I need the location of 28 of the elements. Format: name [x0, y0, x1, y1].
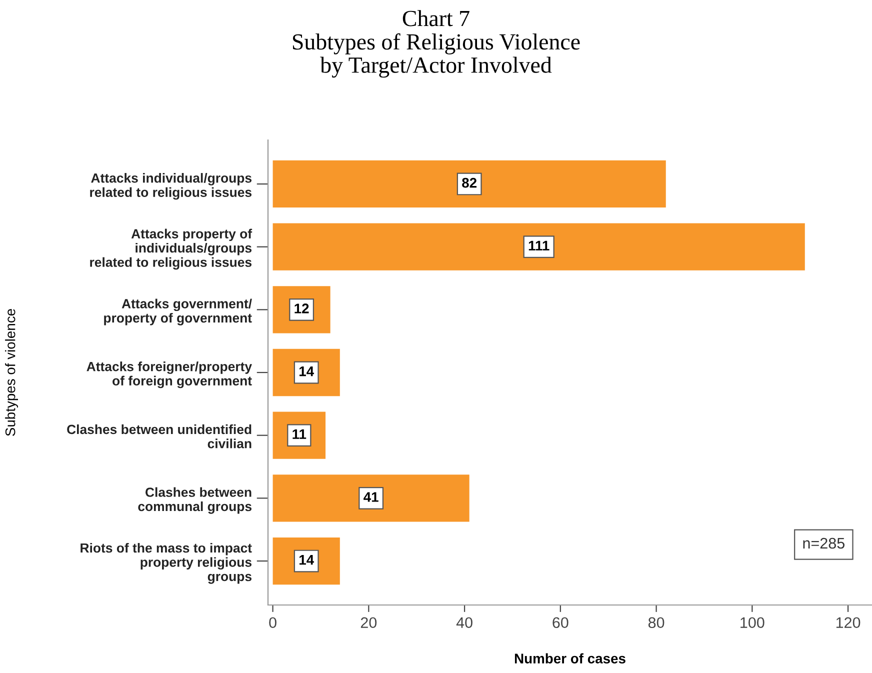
x-tick-label: 120: [836, 617, 860, 628]
x-tick-label: 20: [360, 617, 377, 628]
data-label: 12: [294, 304, 309, 314]
annotation: n=285: [803, 538, 844, 549]
x-tick-label: 80: [648, 617, 664, 628]
data-label: 41: [364, 492, 378, 502]
y-tick-label: Clashes between unidentified civilian: [67, 424, 252, 448]
y-tick-label: Attacks government/ property of government: [104, 298, 252, 326]
data-label: 82: [462, 178, 476, 188]
y-tick-label: Attacks individual/groups related to religious issues: [90, 173, 252, 200]
y-tick-label: Riots of the mass to impact property religious groups: [80, 542, 252, 584]
x-tick-label: 100: [740, 617, 764, 628]
x-tick-label: 0: [269, 617, 276, 628]
bar: [272, 160, 666, 208]
y-tick-label: Attacks foreigner/property of foreign government: [86, 362, 252, 388]
y-axis-title: Subtypes of violence: [5, 309, 18, 436]
data-label: 111: [528, 240, 550, 250]
x-tick-label: 40: [456, 617, 472, 628]
x-tick-label: 60: [552, 617, 568, 628]
bar: [272, 474, 470, 522]
y-tick-label: Attacks property of individuals/groups related to religious issues: [90, 228, 252, 270]
data-label: 14: [300, 366, 314, 376]
data-label: 11: [292, 429, 306, 439]
y-tick-label: Clashes between communal groups: [138, 487, 252, 514]
chart-title: Chart 7 Subtypes of Religious Violence by Target/Actor Involved: [292, 10, 580, 78]
bar: [272, 223, 805, 270]
x-axis-title: Number of cases: [514, 653, 626, 664]
data-label: 14: [300, 555, 314, 565]
